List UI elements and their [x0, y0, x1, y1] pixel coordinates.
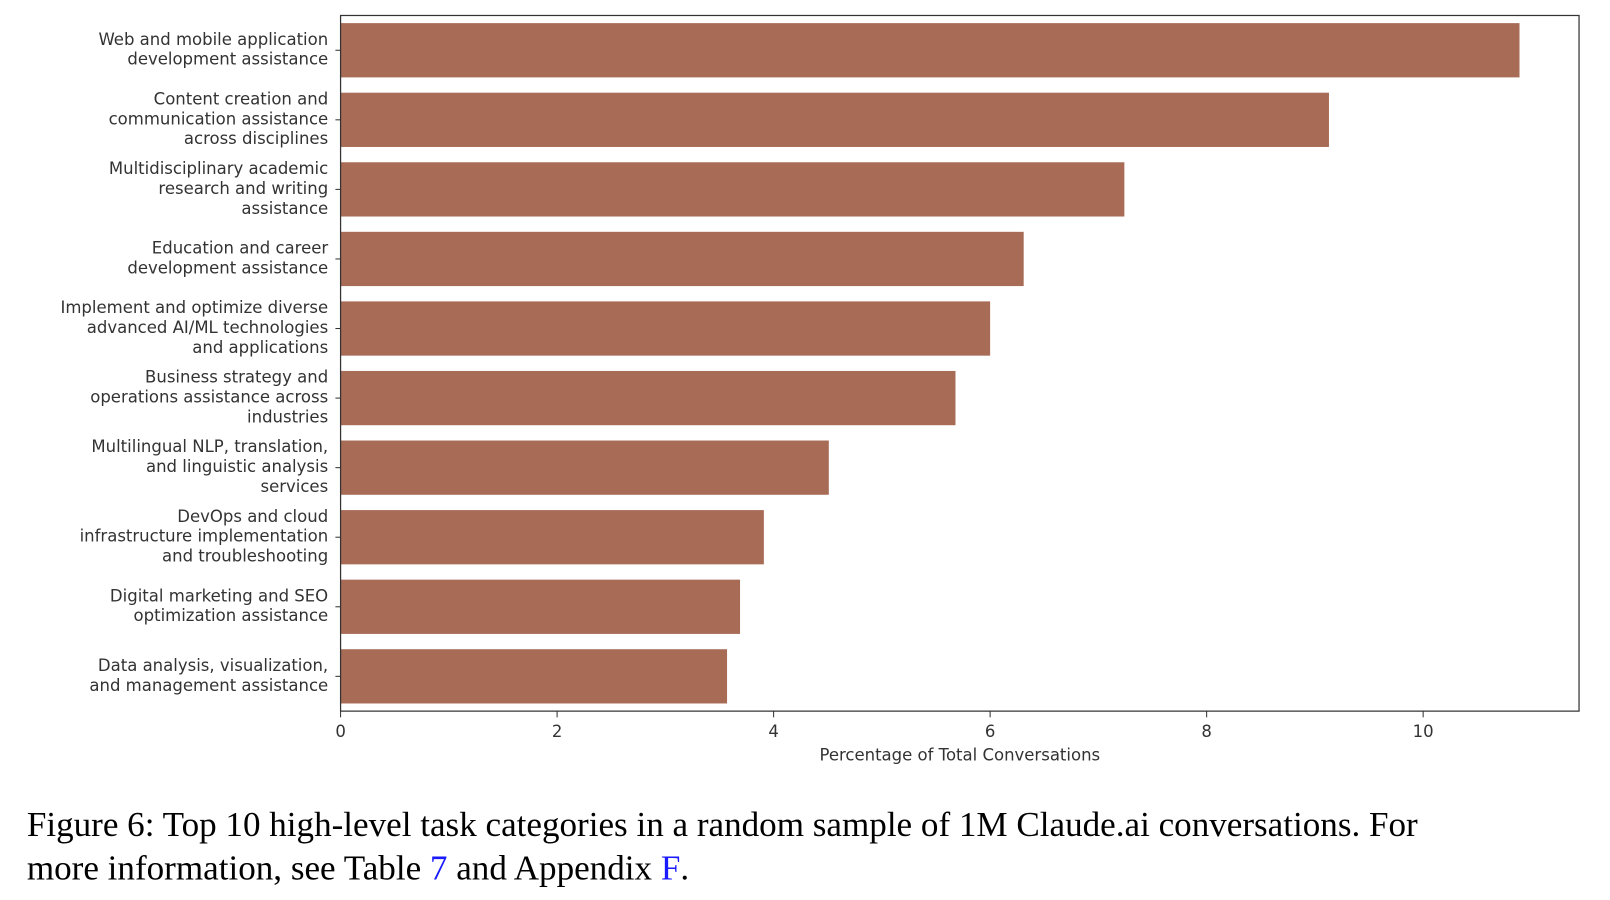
caption-text: . [680, 848, 689, 887]
x-tick-label: 10 [1413, 722, 1434, 741]
x-tick-label: 4 [768, 722, 778, 741]
y-tick-label-line: across disciplines [184, 129, 328, 148]
y-tick-label: Education and career development assistan… [127, 238, 328, 277]
y-tick-label: Implement and optimize diverse advanced A… [61, 298, 329, 357]
y-tick-label-line: research and writing [158, 179, 328, 198]
y-tick-label-line: Multilingual NLP, translation, [91, 437, 328, 456]
y-tick-label-line: and applications [192, 338, 328, 357]
caption-text: more information, see Table [27, 848, 430, 887]
y-tick-label-line: Content creation and [154, 89, 329, 108]
y-tick-label-line: Education and career [152, 238, 329, 257]
y-tick-label-line: operations assistance across [90, 388, 328, 407]
x-tick-label: 6 [985, 722, 995, 741]
bar [340, 440, 829, 495]
y-tick-label: Multilingual NLP, translation, and lingui… [91, 437, 328, 496]
y-tick-label: Business strategy and operations assistan… [90, 368, 328, 427]
appendix-link[interactable]: F [661, 848, 681, 887]
bar [340, 162, 1125, 217]
bar [340, 510, 764, 565]
bar [340, 579, 741, 634]
y-tick-label-line: Multidisciplinary academic [109, 159, 328, 178]
plot-frame [339, 14, 1580, 712]
x-tick-label: 2 [552, 722, 562, 741]
table-link[interactable]: 7 [430, 848, 448, 887]
y-tick-label-line: DevOps and cloud [177, 507, 328, 526]
y-tick-label: Digital marketing and SEO optimization as… [110, 586, 328, 625]
y-tick-label-line: and troubleshooting [162, 547, 328, 566]
y-tick-label-line: services [260, 477, 328, 496]
y-tick-label-line: Implement and optimize diverse [61, 298, 329, 317]
x-axis-label: Percentage of Total Conversations [819, 746, 1100, 765]
y-tick-label-line: Data analysis, visualization, [98, 656, 328, 675]
y-tick-label: DevOps and cloud infrastructure implement… [80, 507, 329, 566]
y-tick-label-line: Web and mobile application [98, 30, 328, 49]
y-tick-label-line: advanced AI/ML technologies [87, 318, 328, 337]
bar [340, 23, 1520, 78]
y-tick-label: Web and mobile application development as… [98, 30, 328, 69]
y-tick-label-line: development assistance [127, 50, 328, 69]
caption-line: Figure 6: Top 10 high-level task categor… [27, 805, 1418, 844]
bar [340, 92, 1329, 147]
y-tick-label-line: and management assistance [89, 676, 328, 695]
bar [340, 301, 991, 356]
y-tick-label-line: communication assistance [109, 109, 329, 128]
x-tick-label: 8 [1201, 722, 1211, 741]
bar [340, 231, 1024, 287]
y-tick-label-line: assistance [241, 199, 328, 218]
y-tick-label: Data analysis, visualization, and managem… [89, 656, 328, 695]
y-tick-label-line: development assistance [127, 258, 328, 277]
x-tick-label: 0 [335, 722, 345, 741]
y-tick-label-line: Business strategy and [145, 368, 328, 387]
y-tick-label: Content creation and communication assist… [109, 89, 329, 148]
y-tick-label-line: infrastructure implementation [80, 527, 329, 546]
y-tick-label-line: and linguistic analysis [146, 457, 328, 476]
caption-text: and Appendix [447, 848, 660, 887]
y-tick-label-line: Digital marketing and SEO [110, 586, 328, 605]
y-tick-label-line: industries [247, 408, 328, 427]
y-tick-label-line: optimization assistance [134, 606, 329, 625]
bar [340, 649, 728, 704]
y-tick-label: Multidisciplinary academic research and w… [109, 159, 328, 218]
bar [340, 370, 956, 426]
caption-line: more information, see Table 7 and Append… [27, 848, 689, 887]
